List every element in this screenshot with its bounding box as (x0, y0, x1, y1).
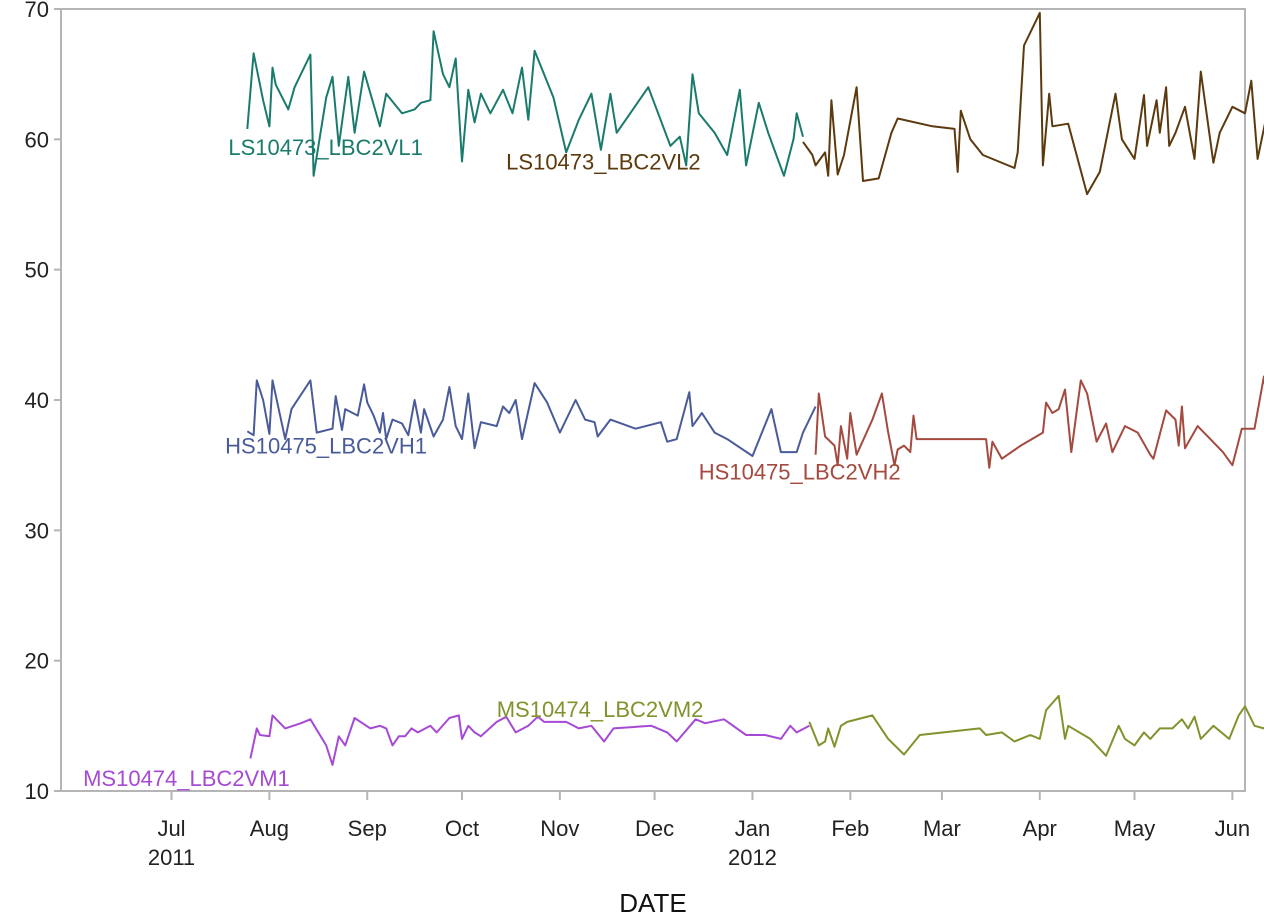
x-tick-label: Mar (923, 816, 961, 841)
series-line-ls10473-lbc2vl1 (246, 30, 804, 177)
series-line-ms10474-lbc2vm2 (808, 694, 1264, 757)
series-line-ms10474-lbc2vm1 (249, 714, 810, 766)
series-line-hs10475-lbc2vh1 (246, 379, 817, 457)
plot-area-frame (60, 8, 1246, 792)
series-label: HS10475_LBC2VH2 (699, 460, 901, 485)
x-tick-label: Jun (1215, 816, 1250, 841)
series-label: LS10473_LBC2VL1 (228, 135, 423, 160)
x-tick-label: Aug (250, 816, 289, 841)
x-tick-label: Apr (1023, 816, 1057, 841)
x-axis-title: DATE (619, 888, 686, 918)
y-tick-label: 50 (25, 258, 49, 283)
y-tick-label: 60 (25, 127, 49, 152)
series-line-hs10475-lbc2vh2 (814, 375, 1264, 469)
series-label: HS10475_LBC2VH1 (225, 434, 427, 459)
x-tick-year-label: 2012 (728, 845, 777, 870)
series-label: MS10474_LBC2VM1 (83, 766, 290, 791)
x-tick-year-label: 2011 (148, 845, 195, 870)
x-axis: Jul 2011 Aug Sep Oct Nov Dec Jan 2012 Feb Mar Apr Ma… (148, 791, 1250, 870)
series-label: MS10474_LBC2VM2 (497, 697, 704, 722)
series-lines (246, 11, 1264, 766)
series-line-ls10473-lbc2vl2 (802, 11, 1264, 196)
y-tick-label: 20 (25, 649, 49, 674)
x-tick-label: Nov (540, 816, 579, 841)
series-labels: LS10473_LBC2VL1 LS10473_LBC2VL2 HS10475_LB… (83, 135, 900, 791)
y-tick-label: 40 (25, 388, 49, 413)
y-tick-label: 70 (25, 0, 49, 22)
series-label: LS10473_LBC2VL2 (506, 149, 700, 174)
x-tick-label: Sep (348, 816, 387, 841)
x-tick-label: Oct (445, 816, 479, 841)
x-tick-label: Feb (831, 816, 869, 841)
x-tick-label: May (1114, 816, 1156, 841)
y-axis: 10 20 30 40 50 60 70 (25, 0, 61, 804)
x-tick-label: Dec (635, 816, 674, 841)
y-tick-label: 30 (25, 518, 49, 543)
x-tick-label: Jan (735, 816, 770, 841)
y-tick-label: 10 (25, 779, 49, 804)
x-tick-label: Jul (157, 816, 185, 841)
